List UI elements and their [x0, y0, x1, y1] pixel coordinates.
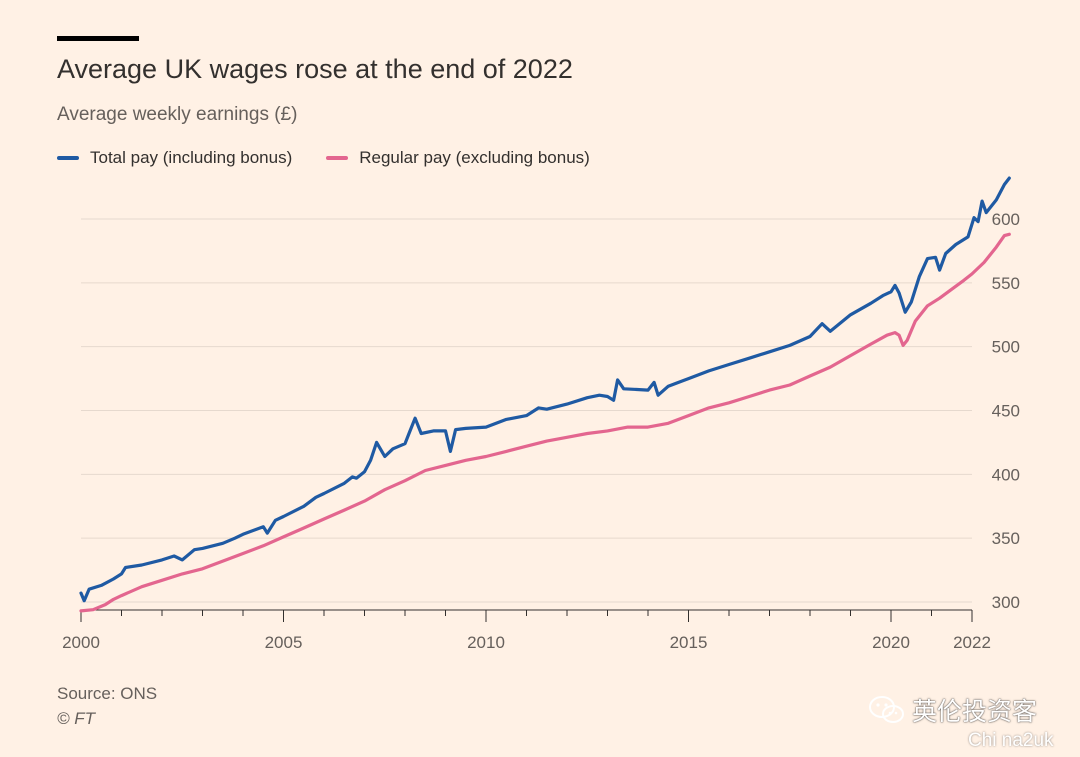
- x-tick-label: 2015: [670, 633, 708, 652]
- y-axis: 300 350 400 450 500 550 600: [992, 210, 1020, 612]
- legend-swatch-regular-pay: [326, 156, 349, 160]
- watermark-brand: 英伦投资客: [868, 692, 1037, 728]
- line-chart: 2000 2005 2010 2015 2020 2022 300 350 400 450 500…: [62, 176, 1020, 652]
- x-axis: 2000 2005 2010 2015 2020 2022: [62, 609, 991, 652]
- y-tick-label: 350: [992, 529, 1020, 548]
- y-tick-label: 450: [992, 402, 1020, 421]
- x-tick-label: 2022: [953, 633, 991, 652]
- x-tick-label: 2005: [265, 633, 303, 652]
- title-accent-bar: [57, 36, 139, 41]
- x-tick-label: 2000: [62, 633, 100, 652]
- series-line-regular-pay: [79, 232, 1011, 613]
- gridlines: [81, 218, 972, 603]
- legend-swatch-total-pay: [57, 156, 79, 160]
- copyright-note: © FT: [57, 709, 96, 728]
- legend-item-total-pay: Total pay (including bonus): [57, 148, 292, 168]
- chart-title: Average UK wages rose at the end of 2022: [57, 54, 573, 84]
- legend-label-regular-pay: Regular pay (excluding bonus): [359, 148, 590, 167]
- x-tick-label: 2010: [467, 633, 505, 652]
- chart-subtitle: Average weekly earnings (£): [57, 104, 298, 125]
- y-tick-label: 300: [992, 593, 1020, 612]
- y-tick-label: 550: [992, 274, 1020, 293]
- y-tick-label: 600: [992, 210, 1020, 229]
- x-tick-label: 2020: [872, 633, 910, 652]
- watermark-handle: Chi na2uk: [968, 730, 1054, 751]
- y-tick-label: 400: [992, 465, 1020, 484]
- series-lines: [79, 176, 1011, 613]
- series-line-total-pay: [79, 176, 1011, 603]
- y-tick-label: 500: [992, 338, 1020, 357]
- wechat-icon: [869, 696, 904, 723]
- source-note: Source: ONS: [57, 684, 158, 703]
- legend-item-regular-pay: Regular pay (excluding bonus): [326, 148, 590, 168]
- chart-legend: Total pay (including bonus) Regular pay …: [57, 148, 624, 168]
- legend-label-total-pay: Total pay (including bonus): [90, 148, 293, 167]
- watermark-brand-text: 英伦投资客: [912, 698, 1038, 726]
